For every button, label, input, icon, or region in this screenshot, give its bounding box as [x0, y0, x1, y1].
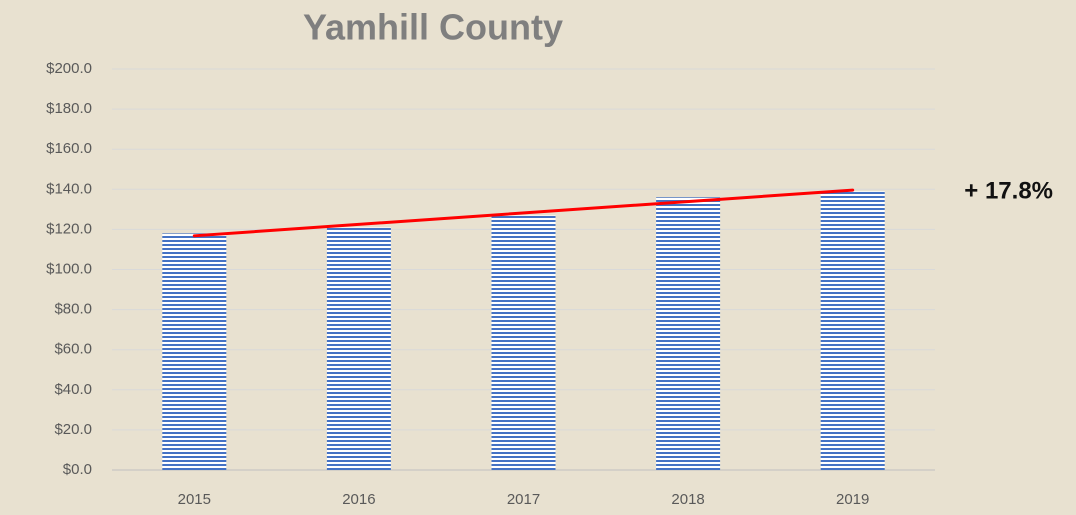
y-tick-label: $100.0 [46, 260, 92, 277]
y-tick-label: $60.0 [54, 341, 92, 358]
bar [162, 233, 227, 470]
y-tick-label: $40.0 [54, 381, 92, 398]
chart-title: Yamhill County [303, 7, 563, 48]
bar [820, 191, 885, 470]
y-tick-label: $180.0 [46, 100, 92, 117]
bar [656, 197, 721, 470]
y-tick-label: $160.0 [46, 140, 92, 157]
x-tick-label: 2019 [836, 491, 869, 508]
annotation: + 17.8% [964, 177, 1053, 204]
y-tick-label: $120.0 [46, 220, 92, 237]
x-tick-label: 2015 [178, 491, 211, 508]
trendline [192, 188, 855, 238]
x-tick-label: 2016 [342, 491, 375, 508]
x-tick-label: 2017 [507, 491, 540, 508]
y-tick-label: $20.0 [54, 421, 92, 438]
bar [326, 227, 391, 470]
y-tick-label: $140.0 [46, 180, 92, 197]
y-tick-label: $0.0 [63, 461, 92, 478]
y-tick-label: $200.0 [46, 60, 92, 77]
bar [491, 215, 556, 470]
y-tick-label: $80.0 [54, 301, 92, 318]
x-tick-label: 2018 [671, 491, 704, 508]
